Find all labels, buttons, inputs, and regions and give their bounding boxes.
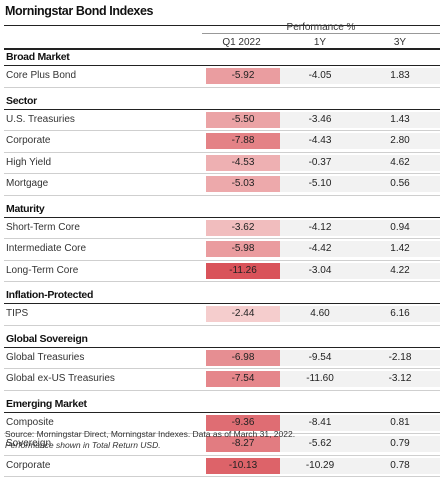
table-row: Global Treasuries -6.98-9.54-2.18 xyxy=(4,348,440,370)
row-label: Core Plus Bond xyxy=(6,66,76,86)
1y-value-cell: -0.37 xyxy=(280,155,360,171)
page-title: Morningstar Bond Indexes xyxy=(5,4,153,18)
section-heading: Emerging Market xyxy=(4,396,440,413)
q1-value-cell: -3.62 xyxy=(206,220,280,236)
3y-value-cell: 0.79 xyxy=(360,436,440,452)
section-heading: Broad Market xyxy=(4,49,440,66)
row-label: Mortgage xyxy=(6,174,48,194)
row-label: High Yield xyxy=(6,153,51,173)
1y-value-cell: -4.05 xyxy=(280,68,360,84)
row-label: Long-Term Core xyxy=(6,261,78,281)
row-label: Corporate xyxy=(6,131,50,151)
row-label: Short-Term Core xyxy=(6,218,80,238)
section-heading: Maturity xyxy=(4,201,440,218)
table-row: Global ex-US Treasuries -7.54-11.60-3.12 xyxy=(4,369,440,391)
q1-value-cell: -5.98 xyxy=(206,241,280,257)
source-note: Performance shown in Total Return USD. xyxy=(5,440,161,450)
1y-value-cell: -4.12 xyxy=(280,220,360,236)
3y-value-cell: 1.42 xyxy=(360,241,440,257)
3y-value-cell: 6.16 xyxy=(360,306,440,322)
column-header-3y: 3Y xyxy=(360,37,440,48)
3y-value-cell: 0.81 xyxy=(360,415,440,431)
source-text: Source: Morningstar Direct, Morningstar … xyxy=(5,429,295,439)
q1-value-cell: -5.50 xyxy=(206,112,280,128)
performance-header-divider xyxy=(202,33,440,34)
3y-value-cell: 2.80 xyxy=(360,133,440,149)
row-label: TIPS xyxy=(6,304,28,324)
q1-value-cell: -7.54 xyxy=(206,371,280,387)
row-label: Global ex-US Treasuries xyxy=(6,369,115,389)
3y-value-cell: 4.22 xyxy=(360,263,440,279)
section-heading: Inflation-Protected xyxy=(4,287,440,304)
section-heading: Sector xyxy=(4,93,440,110)
3y-value-cell: -3.12 xyxy=(360,371,440,387)
q1-value-cell: -10.13 xyxy=(206,458,280,474)
q1-value-cell: -2.44 xyxy=(206,306,280,322)
3y-value-cell: 0.94 xyxy=(360,220,440,236)
3y-value-cell: 0.56 xyxy=(360,176,440,192)
1y-value-cell: -9.54 xyxy=(280,350,360,366)
q1-value-cell: -11.26 xyxy=(206,263,280,279)
row-label: Intermediate Core xyxy=(6,239,86,259)
q1-value-cell: -5.92 xyxy=(206,68,280,84)
3y-value-cell: 1.83 xyxy=(360,68,440,84)
3y-value-cell: -2.18 xyxy=(360,350,440,366)
3y-value-cell: 4.62 xyxy=(360,155,440,171)
performance-header: Performance % xyxy=(202,22,440,33)
1y-value-cell: -3.46 xyxy=(280,112,360,128)
column-header-q1: Q1 2022 xyxy=(203,37,280,48)
1y-value-cell: -10.29 xyxy=(280,458,360,474)
1y-value-cell: -5.10 xyxy=(280,176,360,192)
1y-value-cell: -4.42 xyxy=(280,241,360,257)
q1-value-cell: -7.88 xyxy=(206,133,280,149)
q1-value-cell: -5.03 xyxy=(206,176,280,192)
1y-value-cell: -3.04 xyxy=(280,263,360,279)
row-label: Global Treasuries xyxy=(6,348,84,368)
q1-value-cell: -6.98 xyxy=(206,350,280,366)
1y-value-cell: 4.60 xyxy=(280,306,360,322)
3y-value-cell: 1.43 xyxy=(360,112,440,128)
row-label: U.S. Treasuries xyxy=(6,110,75,130)
row-label: Corporate xyxy=(6,456,50,476)
3y-value-cell: 0.78 xyxy=(360,458,440,474)
1y-value-cell: -4.43 xyxy=(280,133,360,149)
section-heading: Global Sovereign xyxy=(4,331,440,348)
q1-value-cell: -4.53 xyxy=(206,155,280,171)
1y-value-cell: -11.60 xyxy=(280,371,360,387)
column-header-1y: 1Y xyxy=(280,37,360,48)
